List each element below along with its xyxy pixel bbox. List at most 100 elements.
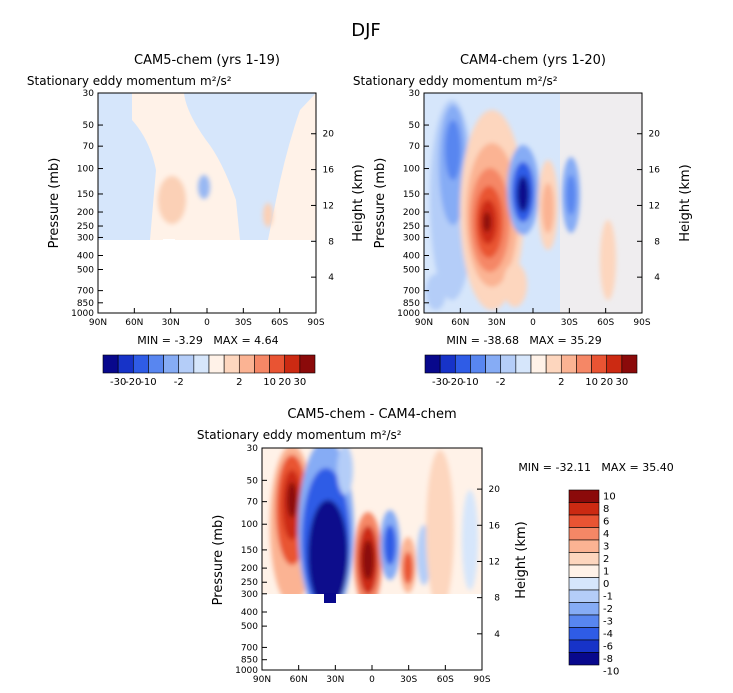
y-tick-label: 30 — [83, 89, 95, 99]
colorbar-swatch — [530, 354, 547, 374]
colorbar-label: 1 — [603, 566, 609, 577]
colorbar-label: 10 — [585, 377, 598, 388]
x-tick-label: 30N — [326, 675, 344, 685]
colorbar-label: 20 — [278, 377, 291, 388]
stats-text: MIN = -32.11 MAX = 35.40 — [518, 461, 673, 474]
colorbar-swatch — [193, 354, 210, 374]
panel-subtitle: Stationary eddy momentum — [353, 74, 522, 88]
right-tick-label: 4 — [328, 273, 334, 283]
colorbar-label: 0 — [603, 579, 609, 590]
colorbar-label: 10 — [263, 377, 276, 388]
colorbar-label: 20 — [600, 377, 613, 388]
x-tick-label: 0 — [204, 318, 210, 328]
right-tick-label: 20 — [323, 130, 335, 140]
y-tick-label: 700 — [77, 287, 94, 297]
colorbar-swatch — [117, 354, 134, 374]
colorbar-swatch — [132, 354, 149, 374]
y-axis-label: Pressure (mb) — [47, 158, 62, 249]
y-tick-label: 1000 — [235, 666, 258, 676]
masked-below-surface — [98, 240, 316, 313]
x-tick-label: 60S — [597, 318, 614, 328]
colorbar: -30-20-10 -2 2 10 20 30 — [424, 354, 638, 388]
positive-lobe — [158, 176, 186, 224]
colorbar-swatch — [568, 614, 600, 628]
colorbar-label: -2 — [174, 377, 184, 388]
colorbar-swatch — [515, 354, 532, 374]
x-tick-label: 30N — [488, 318, 506, 328]
colorbar-swatch — [568, 602, 600, 616]
x-tick-label: 0 — [369, 675, 375, 685]
positive-lobe — [263, 203, 273, 227]
y-axis-label: Pressure (mb) — [373, 158, 388, 249]
colorbar-label: -8 — [603, 654, 613, 665]
negative-lobe — [426, 274, 446, 310]
y-tick-label: 400 — [241, 608, 258, 618]
y-tick-label: 400 — [403, 252, 420, 262]
x-tick-label: 90N — [253, 675, 271, 685]
colorbar-swatch — [299, 354, 316, 374]
panel-title: CAM5-chem - CAM4-chem — [287, 407, 456, 422]
colorbar-swatch — [284, 354, 301, 374]
negative-lobe — [384, 525, 396, 565]
panel-title: CAM4-chem (yrs 1-20) — [460, 53, 606, 68]
y-tick-label: 400 — [77, 252, 94, 262]
colorbar-label: 3 — [603, 541, 609, 552]
y-tick-label: 70 — [83, 142, 95, 152]
field-p3 — [262, 448, 482, 670]
right-tick-label: 20 — [649, 130, 661, 140]
colorbar-swatch — [454, 354, 471, 374]
negative-lobe — [462, 490, 478, 590]
panel-subtitle: Stationary eddy momentum — [27, 74, 196, 88]
right-tick-label: 12 — [323, 201, 334, 211]
positive-lobe — [600, 220, 616, 300]
x-tick-label: 90N — [89, 318, 107, 328]
y-tick-label: 1000 — [71, 309, 94, 319]
x-tick-label: 90S — [633, 318, 650, 328]
x-tick-label: 60S — [437, 675, 454, 685]
colorbar-swatch — [606, 354, 623, 374]
x-tick-label: 60S — [271, 318, 288, 328]
right-tick-label: 8 — [494, 594, 500, 604]
colorbar-label: 2 — [558, 377, 564, 388]
colorbar-label: -30 — [432, 377, 448, 388]
colorbar-label: -10 — [462, 377, 478, 388]
colorbar-swatch — [568, 527, 600, 541]
positive-lobe — [542, 183, 554, 233]
x-tick-label: 90S — [473, 675, 490, 685]
colorbar-label: -10 — [603, 666, 619, 677]
negative-lobe — [445, 120, 461, 180]
colorbar-label: 2 — [603, 554, 609, 565]
panel-title: CAM5-chem (yrs 1-19) — [134, 53, 280, 68]
y-tick-label: 150 — [403, 190, 420, 200]
colorbar-label: 30 — [615, 377, 628, 388]
y-tick-label: 150 — [77, 190, 94, 200]
y-tick-label: 100 — [241, 520, 258, 530]
y-tick-label: 200 — [241, 564, 258, 574]
colorbar-swatch — [223, 354, 240, 374]
colorbar-label: -20 — [447, 377, 463, 388]
y-tick-label: 30 — [409, 89, 421, 99]
positive-lobe — [403, 552, 413, 584]
colorbar-swatch — [148, 354, 164, 374]
right-axis-label: Height (km) — [351, 164, 366, 241]
colorbar-swatch — [485, 354, 502, 374]
masked-below-surface — [163, 239, 175, 248]
stats-text: MIN = -3.29 MAX = 4.64 — [137, 334, 278, 347]
colorbar-swatch — [568, 539, 600, 553]
colorbar: -30-20-10 -2 2 10 20 30 — [102, 354, 316, 388]
panel-cam4: CAM4-chem (yrs 1-20) Stationary eddy mom… — [353, 53, 693, 388]
colorbar-swatch — [568, 627, 600, 641]
y-tick-label: 200 — [403, 208, 420, 218]
x-tick-label: 0 — [530, 318, 536, 328]
figure-title: DJF — [351, 20, 381, 41]
positive-lobe — [287, 482, 297, 518]
negative-lobe — [517, 176, 529, 212]
units-label: m²/s² — [526, 74, 558, 88]
colorbar-label: -4 — [603, 629, 613, 640]
right-tick-label: 4 — [654, 273, 660, 283]
positive-region — [268, 93, 316, 240]
colorbar-swatch — [568, 502, 600, 516]
colorbar-label: 4 — [603, 529, 609, 540]
colorbar-label: -3 — [603, 616, 613, 627]
